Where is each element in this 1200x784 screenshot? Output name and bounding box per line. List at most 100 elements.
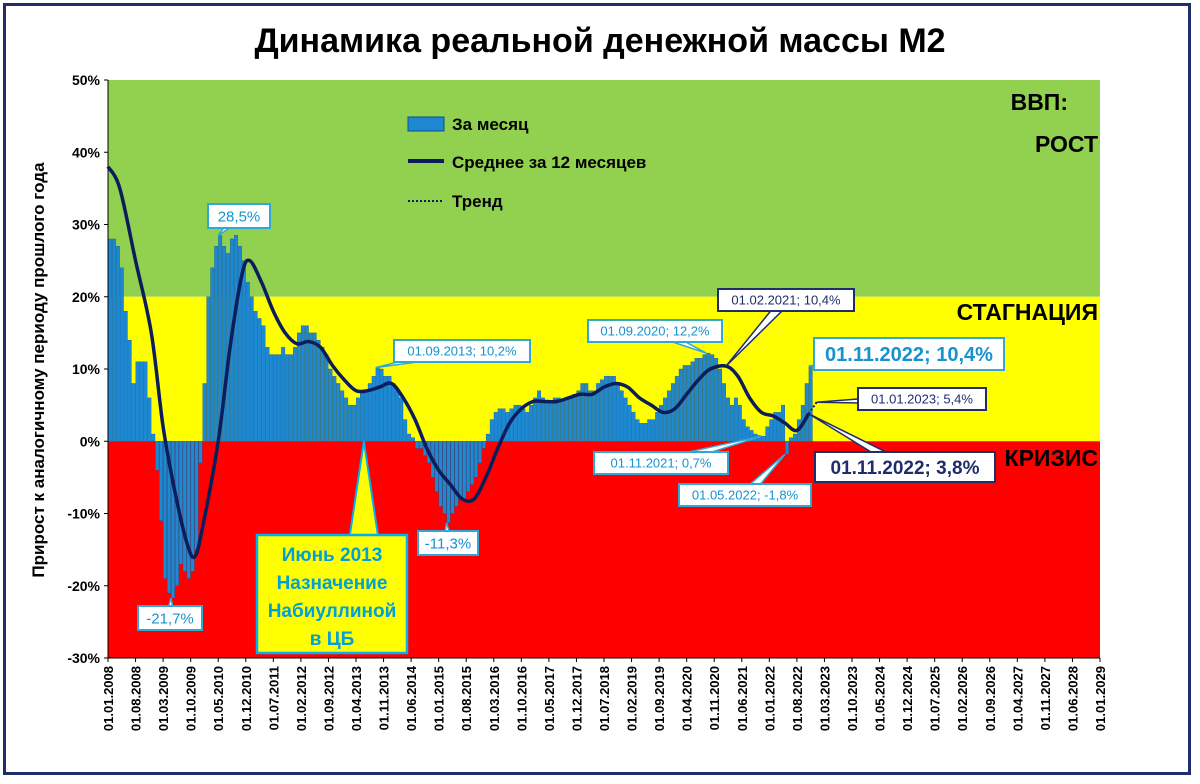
bar [371, 376, 376, 442]
y-tick-label: -20% [67, 578, 100, 594]
bar [639, 423, 644, 442]
annotation-label: 01.09.2020; 12,2% [600, 324, 710, 339]
bar [474, 441, 478, 478]
bar [348, 404, 353, 442]
bar [773, 412, 778, 442]
x-tick-label: 01.01.2022 [762, 666, 777, 731]
bar [293, 347, 297, 442]
bar [391, 383, 396, 442]
annotation-label: 28,5% [218, 208, 261, 225]
bar [241, 260, 246, 442]
x-tick-label: 01.05.2024 [873, 665, 888, 731]
x-tick-label: 01.08.2022 [790, 666, 805, 731]
bar [808, 365, 813, 442]
bar [273, 354, 278, 442]
annotation-label: 01.11.2022; 10,4% [825, 344, 993, 366]
bar [363, 390, 368, 442]
bar [163, 441, 167, 579]
bar [340, 390, 345, 442]
y-tick-label: 50% [72, 72, 101, 88]
x-tick-label: 01.03.2009 [156, 666, 171, 731]
y-tick-label: -10% [67, 506, 100, 522]
x-tick-label: 01.03.2016 [487, 666, 502, 731]
bar [269, 354, 274, 442]
y-axis-label: Прирост к аналогичному периоду прошлого … [29, 162, 48, 578]
x-tick-label: 01.04.2013 [349, 666, 364, 731]
bar [375, 367, 380, 442]
y-tick-label: 20% [72, 289, 101, 305]
bar [722, 383, 726, 442]
annotation-label: 01.09.2013; 10,2% [407, 344, 517, 359]
annotation-box [857, 387, 987, 411]
bar [155, 441, 160, 471]
bar [580, 383, 585, 442]
bar [462, 441, 467, 500]
bar [379, 368, 384, 442]
bar [111, 238, 116, 442]
bar [206, 296, 211, 442]
bar [316, 339, 321, 442]
x-tick-label: 01.09.2012 [321, 666, 336, 731]
bar [332, 376, 337, 442]
x-tick-label: 01.02.2012 [294, 666, 309, 731]
bar [356, 397, 360, 442]
x-tick-label: 01.04.2027 [1010, 666, 1025, 731]
bar [690, 361, 695, 442]
callout-line: Июнь 2013 [282, 545, 383, 566]
lines [106, 165, 818, 560]
bar [556, 397, 561, 442]
bar [167, 441, 171, 594]
x-tick-label: 01.06.2014 [404, 665, 419, 731]
x-tick-label: 01.01.2015 [432, 666, 447, 731]
bar [604, 376, 608, 442]
y-tick-label: 40% [72, 144, 101, 160]
x-tick-label: 01.11.2020 [707, 666, 722, 730]
x-tick-label: 01.12.2010 [239, 666, 254, 731]
callout-box [255, 533, 409, 655]
bar [533, 397, 538, 442]
bar [194, 441, 199, 550]
bar [749, 430, 754, 442]
bar [694, 358, 699, 442]
bar [513, 404, 518, 442]
annotation-box [587, 319, 723, 343]
legend-swatch-bars [407, 116, 445, 132]
bar [600, 379, 604, 442]
bar [777, 412, 782, 442]
x-tick-label: 01.05.2010 [211, 666, 226, 731]
bar [501, 408, 506, 442]
x-tick-label: 01.03.2023 [817, 666, 832, 731]
zone-label-growth-2: РОСТ [1035, 131, 1098, 157]
callout-line: Назначение [277, 573, 388, 594]
bar [324, 354, 329, 442]
bar [737, 404, 742, 442]
annotation-box [417, 530, 479, 556]
x-tick-label: 01.06.2028 [1065, 666, 1080, 731]
bar [659, 404, 663, 442]
annotation-box [207, 203, 271, 229]
bar [588, 390, 593, 442]
annotation-label: 01.01.2023; 5,4% [871, 392, 973, 407]
x-tick-label: 01.07.2018 [597, 666, 612, 731]
bar [300, 325, 305, 442]
bar [667, 390, 671, 442]
legend-label: Среднее за 12 месяцев [452, 153, 646, 172]
bar [576, 390, 581, 442]
bar [277, 354, 282, 442]
chart-title: Динамика реальной денежной массы М2 [254, 22, 945, 60]
bar [698, 358, 703, 442]
annotation-box [814, 451, 996, 483]
bar [623, 397, 628, 442]
bar [607, 376, 612, 442]
annotation-box [678, 483, 812, 507]
bar [257, 318, 262, 442]
bar [655, 412, 660, 442]
bar [647, 419, 652, 442]
bar [482, 441, 486, 449]
bar [706, 352, 711, 442]
y-tick-label: -30% [67, 650, 100, 666]
bar [733, 397, 738, 442]
bar [218, 235, 223, 442]
x-tick-label: 01.01.2029 [1093, 666, 1108, 731]
avg-12m-line [106, 165, 811, 560]
